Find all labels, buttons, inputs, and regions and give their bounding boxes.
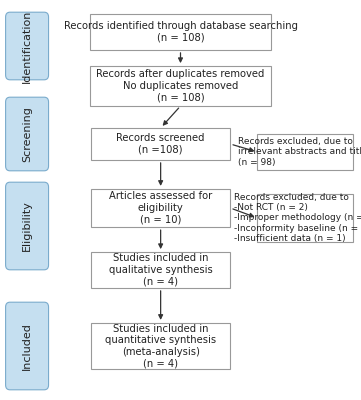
Text: Identification: Identification — [22, 9, 32, 83]
Text: Screening: Screening — [22, 106, 32, 162]
FancyBboxPatch shape — [5, 97, 48, 171]
FancyBboxPatch shape — [90, 14, 271, 50]
Text: Records after duplicates removed
No duplicates removed
(n = 108): Records after duplicates removed No dupl… — [96, 69, 265, 103]
Text: Included: Included — [22, 322, 32, 370]
Text: Records screened
(n =108): Records screened (n =108) — [116, 133, 205, 155]
FancyBboxPatch shape — [91, 252, 230, 288]
FancyBboxPatch shape — [90, 66, 271, 106]
Text: Eligibility: Eligibility — [22, 200, 32, 252]
FancyBboxPatch shape — [5, 302, 48, 390]
FancyBboxPatch shape — [91, 323, 230, 369]
FancyBboxPatch shape — [5, 12, 48, 80]
FancyBboxPatch shape — [257, 194, 353, 242]
Text: Records excluded, due to
-Not RCT (n = 2)
-Improper methodology (n = 2)
-Inconfo: Records excluded, due to -Not RCT (n = 2… — [234, 193, 361, 243]
FancyBboxPatch shape — [91, 128, 230, 160]
Text: Articles assessed for
eligibility
(n = 10): Articles assessed for eligibility (n = 1… — [109, 192, 212, 225]
FancyBboxPatch shape — [5, 182, 48, 270]
Text: Studies included in
quantitative synthesis
(meta-analysis)
(n = 4): Studies included in quantitative synthes… — [105, 324, 216, 368]
FancyBboxPatch shape — [257, 134, 353, 170]
Text: Studies included in
qualitative synthesis
(n = 4): Studies included in qualitative synthesi… — [109, 254, 213, 286]
Text: Records identified through database searching
(n = 108): Records identified through database sear… — [64, 21, 297, 43]
FancyBboxPatch shape — [91, 189, 230, 227]
Text: Records excluded, due to
irrelevant abstracts and titles
(n = 98): Records excluded, due to irrelevant abst… — [238, 137, 361, 167]
